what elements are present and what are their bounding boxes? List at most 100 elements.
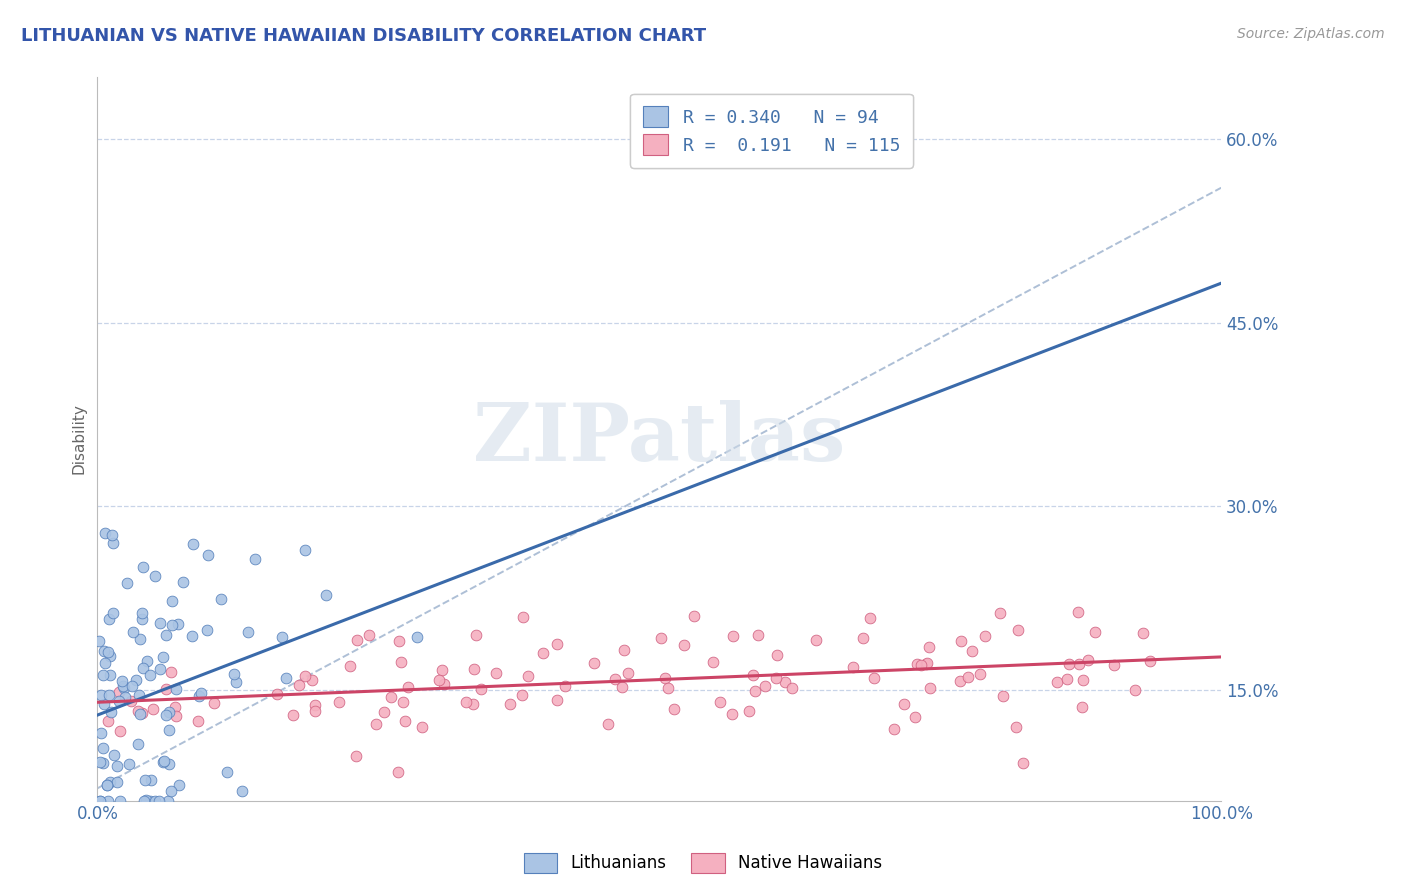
Point (1102, 658, 1125, 673)
Point (231, 784, 253, 798)
Point (498, 697, 520, 711)
Point (165, 709, 187, 723)
Point (456, 695, 478, 709)
Point (893, 697, 915, 711)
Point (546, 636, 568, 650)
Point (346, 632, 368, 647)
Point (406, 630, 429, 644)
Point (172, 575, 194, 590)
Point (512, 610, 534, 624)
Point (98, 775, 121, 789)
Point (152, 649, 174, 664)
Legend: Lithuanians, Native Hawaiians: Lithuanians, Native Hawaiians (517, 847, 889, 880)
Point (120, 694, 142, 708)
Point (463, 662, 485, 676)
Point (98, 688, 121, 702)
Point (266, 687, 288, 701)
Point (89, 794, 111, 808)
Point (1057, 657, 1080, 672)
Point (209, 592, 232, 607)
Point (1056, 672, 1078, 686)
Point (122, 624, 145, 639)
Point (128, 689, 150, 703)
Point (1046, 674, 1069, 689)
Point (97, 714, 120, 728)
Point (603, 672, 626, 686)
Point (121, 679, 143, 693)
Point (155, 707, 177, 722)
Point (112, 679, 135, 693)
Point (804, 633, 827, 648)
Point (949, 673, 972, 688)
Point (969, 666, 991, 681)
Point (389, 655, 412, 669)
Point (281, 708, 304, 723)
Point (531, 646, 554, 660)
Point (988, 606, 1011, 620)
Point (91, 741, 114, 756)
Point (94, 525, 117, 540)
Point (737, 704, 759, 718)
Point (157, 705, 180, 719)
Point (910, 658, 932, 673)
Point (905, 657, 928, 672)
Point (411, 720, 433, 734)
Point (957, 670, 980, 684)
Point (427, 673, 450, 687)
Point (842, 660, 865, 674)
Point (98, 612, 121, 626)
Point (124, 673, 146, 688)
Point (156, 794, 179, 808)
Point (149, 662, 172, 676)
Point (238, 624, 260, 639)
Point (516, 669, 538, 683)
Point (100, 705, 122, 719)
Point (105, 774, 128, 789)
Point (101, 536, 124, 550)
Point (135, 792, 157, 806)
Point (672, 638, 695, 652)
Point (617, 666, 640, 681)
Point (138, 794, 160, 808)
Point (1005, 720, 1028, 734)
Text: ZIPatlas: ZIPatlas (474, 400, 845, 478)
Point (181, 537, 204, 551)
Point (129, 632, 152, 646)
Point (433, 677, 456, 691)
Point (598, 717, 620, 731)
Y-axis label: Disability: Disability (72, 403, 86, 475)
Point (169, 778, 191, 792)
Point (143, 794, 166, 808)
Point (1067, 605, 1090, 619)
Point (91, 756, 114, 771)
Point (160, 617, 183, 632)
Point (96, 777, 118, 791)
Point (157, 723, 180, 738)
Point (155, 628, 177, 642)
Point (89, 755, 111, 769)
Point (430, 663, 453, 677)
Point (132, 661, 155, 675)
Point (134, 772, 156, 787)
Point (470, 682, 492, 697)
Point (143, 569, 166, 583)
Point (96, 778, 118, 792)
Point (110, 724, 132, 739)
Point (149, 616, 172, 631)
Point (766, 648, 789, 662)
Point (554, 679, 576, 693)
Point (127, 737, 149, 751)
Point (380, 690, 402, 705)
Point (153, 754, 176, 768)
Point (118, 757, 141, 772)
Point (139, 772, 162, 787)
Point (90, 688, 112, 702)
Point (904, 710, 927, 724)
Point (344, 748, 367, 763)
Point (202, 696, 225, 710)
Point (780, 681, 803, 695)
Point (167, 617, 190, 632)
Point (105, 759, 128, 773)
Point (97, 645, 120, 659)
Point (741, 668, 763, 682)
